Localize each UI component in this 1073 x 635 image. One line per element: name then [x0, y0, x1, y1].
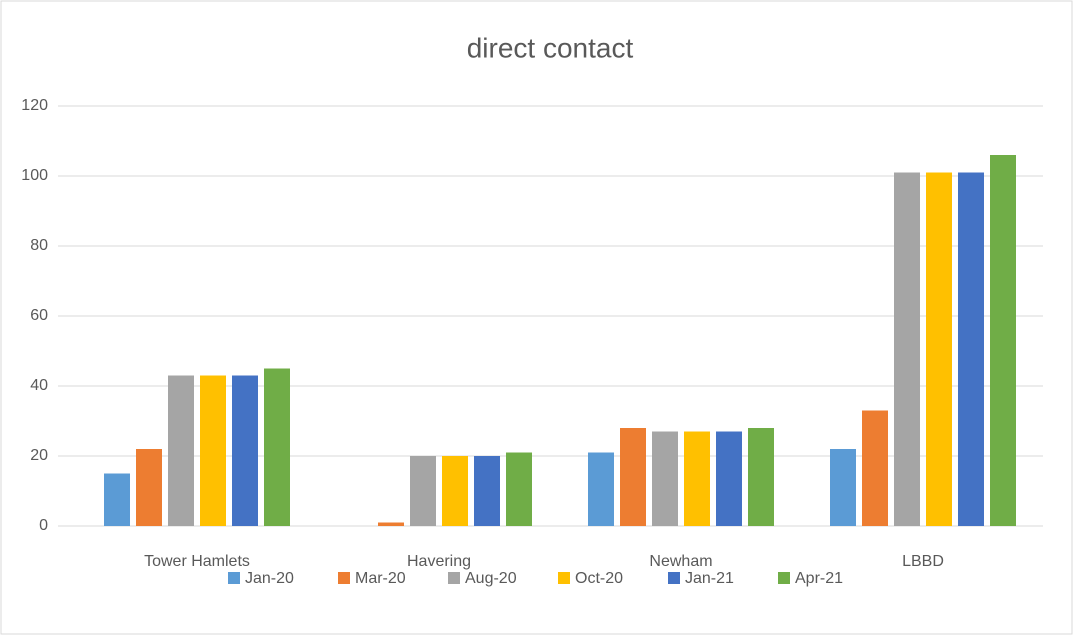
- bar: [716, 431, 742, 526]
- bar: [104, 473, 130, 526]
- bar: [474, 456, 500, 526]
- bar: [748, 428, 774, 526]
- legend-swatch: [668, 572, 680, 584]
- legend-swatch: [338, 572, 350, 584]
- y-tick-label: 20: [30, 447, 48, 464]
- bar: [990, 155, 1016, 526]
- legend-swatch: [778, 572, 790, 584]
- bar: [620, 428, 646, 526]
- legend-swatch: [228, 572, 240, 584]
- y-tick-label: 40: [30, 377, 48, 394]
- bar: [378, 522, 404, 526]
- bar: [684, 431, 710, 526]
- bar: [830, 449, 856, 526]
- bar: [958, 172, 984, 526]
- legend-label: Jan-21: [685, 570, 734, 587]
- x-tick-label: Havering: [407, 553, 471, 570]
- bar: [652, 431, 678, 526]
- bar: [200, 375, 226, 526]
- bar: [264, 368, 290, 526]
- bar: [588, 452, 614, 526]
- legend-label: Mar-20: [355, 570, 406, 587]
- legend-label: Apr-21: [795, 570, 843, 587]
- bar: [232, 375, 258, 526]
- y-tick-label: 80: [30, 237, 48, 254]
- chart-title: direct contact: [467, 32, 634, 63]
- legend-label: Jan-20: [245, 570, 294, 587]
- bar: [894, 172, 920, 526]
- legend-swatch: [558, 572, 570, 584]
- x-tick-label: Newham: [649, 553, 712, 570]
- y-tick-label: 100: [21, 167, 48, 184]
- legend-label: Oct-20: [575, 570, 623, 587]
- bar: [926, 172, 952, 526]
- legend-swatch: [448, 572, 460, 584]
- bar: [410, 456, 436, 526]
- bar: [442, 456, 468, 526]
- bar: [168, 375, 194, 526]
- legend-label: Aug-20: [465, 570, 517, 587]
- bar: [136, 449, 162, 526]
- bar: [506, 452, 532, 526]
- bar: [862, 410, 888, 526]
- y-tick-label: 60: [30, 307, 48, 324]
- x-tick-label: LBBD: [902, 553, 944, 570]
- x-tick-label: Tower Hamlets: [144, 553, 250, 570]
- y-tick-label: 120: [21, 97, 48, 114]
- y-tick-label: 0: [39, 517, 48, 534]
